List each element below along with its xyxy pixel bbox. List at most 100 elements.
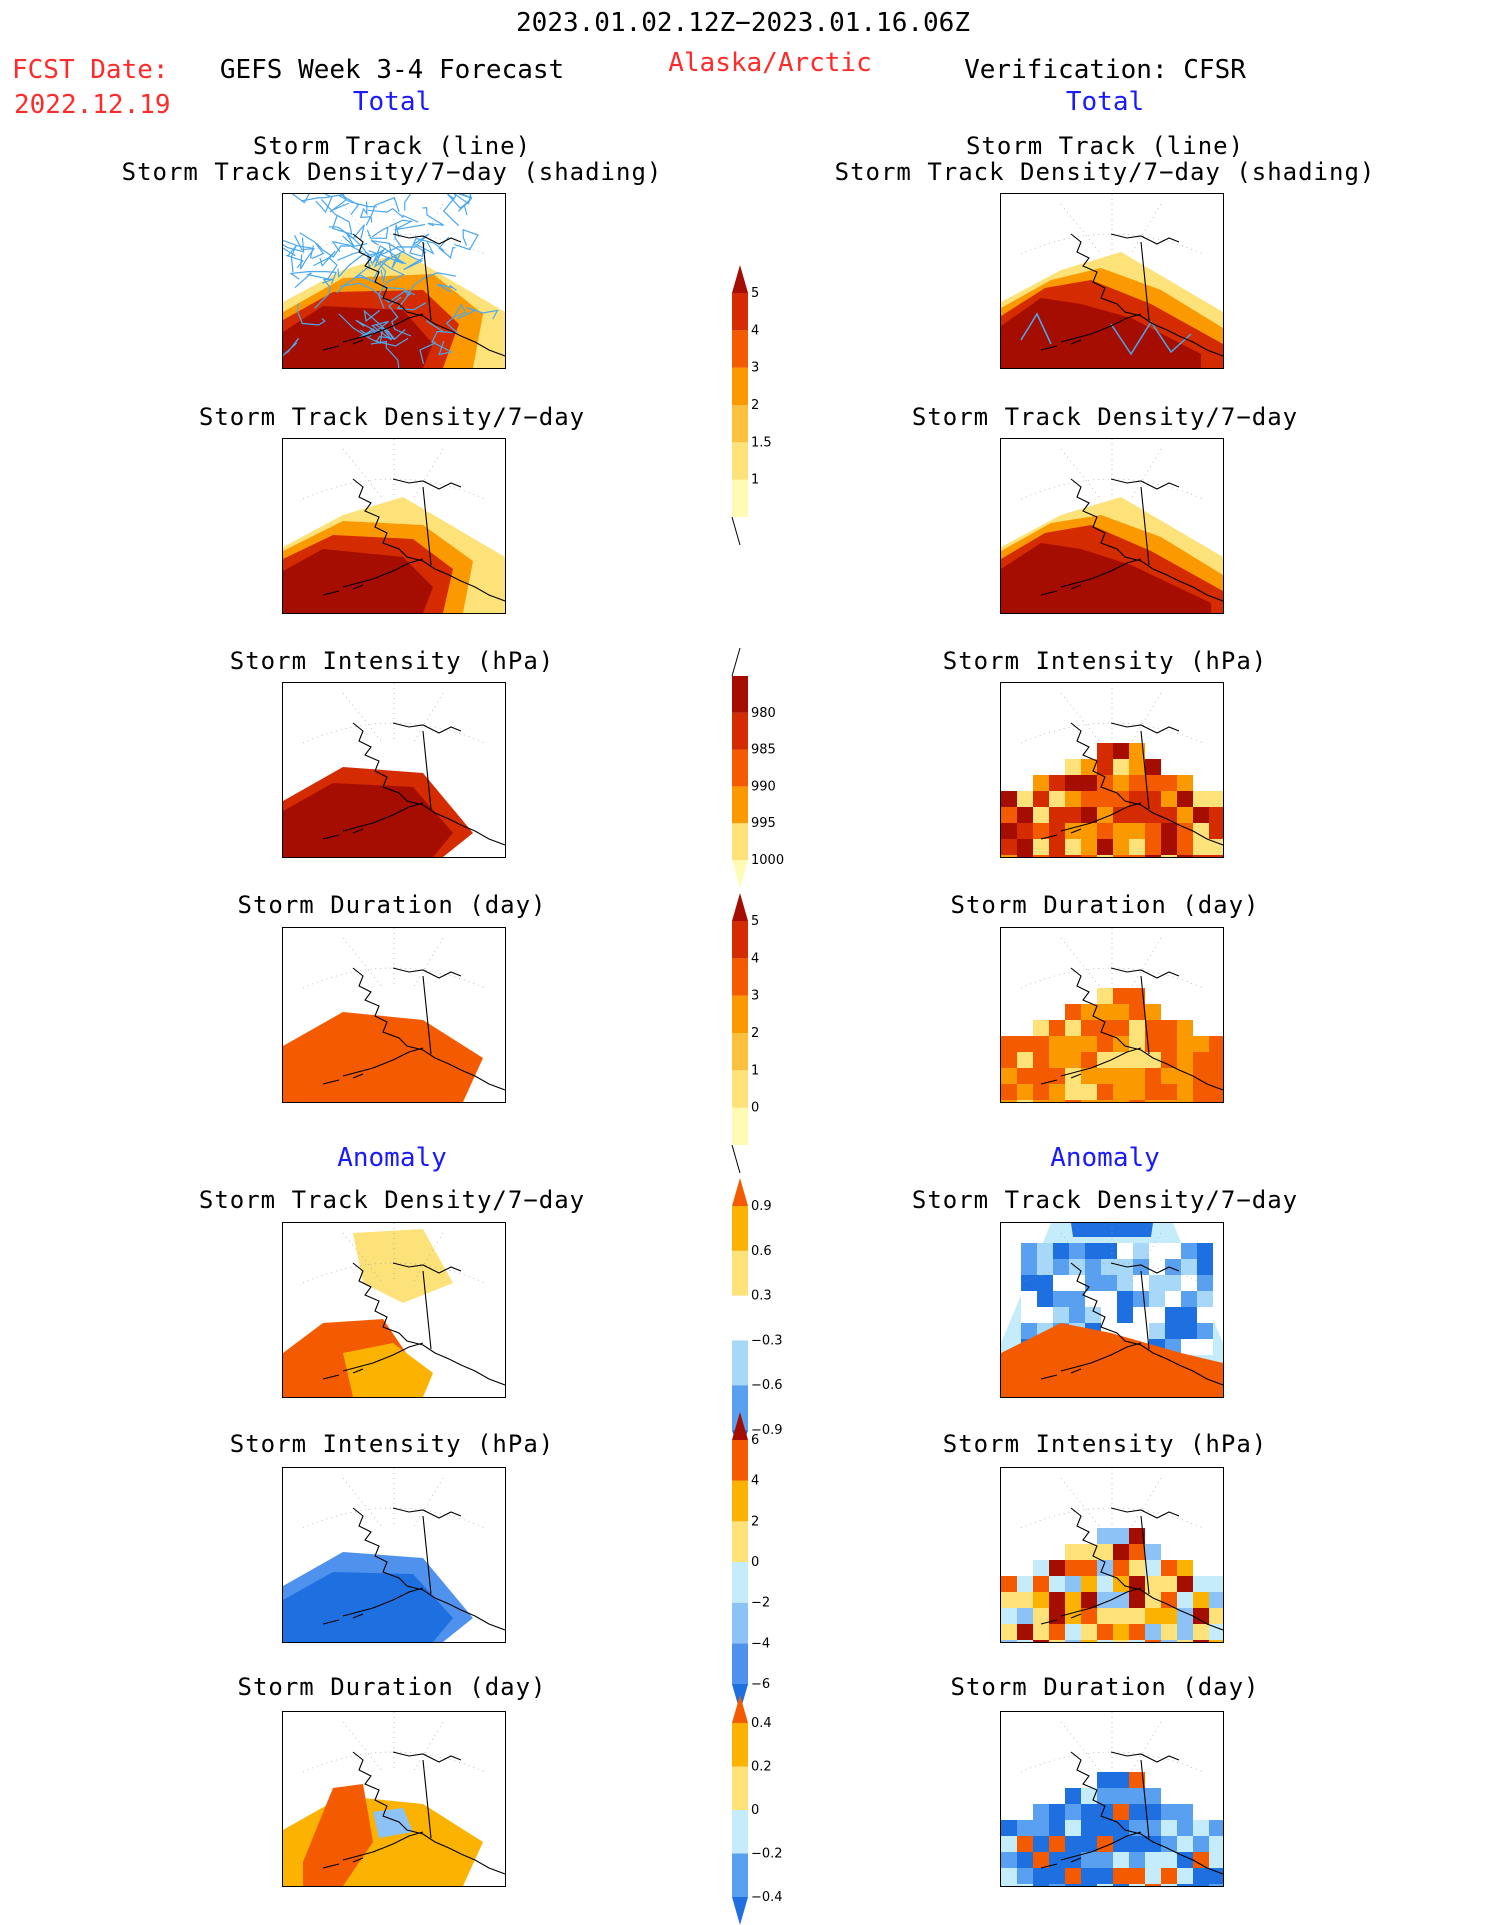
forecast-title: GEFS Week 3-4 Forecast	[219, 55, 565, 85]
colorbar-bin	[732, 823, 748, 860]
coastline	[1040, 478, 1223, 602]
colorbar-tick-label: −4	[751, 1636, 770, 1651]
fcst-date-label: FCST Date:	[12, 55, 169, 85]
colorbar-end-min	[732, 860, 748, 888]
colorbar-tick-label: 4	[751, 1474, 759, 1489]
colorbar-bin	[732, 749, 748, 787]
colorbar-tick-label: 2	[751, 1514, 759, 1529]
colorbar-tick-label: 0.9	[751, 1199, 772, 1214]
colorbar-end-max	[732, 1412, 748, 1440]
verification-title: Verification: CFSR	[964, 55, 1246, 85]
row2-title-right: Storm Track Density/7−day	[911, 403, 1299, 431]
colorbar-intensity-anomaly: −6 −4 −2 0 2 4 6	[720, 1412, 810, 1712]
map-density-forecast	[282, 438, 506, 614]
coastline	[322, 967, 505, 1091]
colorbar-tick-label: 0	[751, 1555, 759, 1570]
map-intensity-anomaly-forecast	[282, 1467, 506, 1643]
colorbar-tick-label: 0	[751, 1803, 759, 1818]
colorbar-tick-label: 0.4	[751, 1716, 772, 1731]
colorbar-bin	[732, 1766, 748, 1810]
colorbar-tick-label: 5	[751, 914, 759, 929]
colorbar-bin	[732, 1107, 748, 1145]
map-duration-verification	[1000, 927, 1224, 1103]
row1-subtitle-right: Storm Track Density/7−day (shading)	[834, 158, 1376, 186]
map-track-verification	[1000, 193, 1224, 369]
colorbar-bin	[732, 1070, 748, 1108]
colorbar-duration: 0 1 2 3 4 5	[720, 893, 810, 1174]
row1-title-left: Storm Track (line)	[252, 132, 532, 160]
colorbar-tick-label: 6	[751, 1433, 759, 1448]
colorbar-bin	[732, 786, 748, 824]
date-range-title: 2023.01.02.12Z−2023.01.16.06Z	[516, 8, 970, 38]
colorbar-tick-label: −2	[751, 1596, 770, 1611]
colorbar-tick-label: 990	[751, 779, 776, 794]
colorbar-tick-label: 4	[751, 323, 759, 338]
colorbar-tick-label: 995	[751, 816, 776, 831]
row6-title-left: Storm Intensity (hPa)	[229, 1430, 555, 1458]
colorbar-bin	[732, 958, 748, 996]
colorbar-tick-label: 2	[751, 398, 759, 413]
row7-title-left: Storm Duration (day)	[237, 1673, 547, 1701]
total-label-right: Total	[1065, 87, 1145, 117]
colorbar-tick-label: 5	[751, 286, 759, 301]
colorbar-bin	[732, 1723, 748, 1767]
row5-title-right: Storm Track Density/7−day	[911, 1186, 1299, 1214]
map-density-verification	[1000, 438, 1224, 614]
colorbar-bin	[732, 405, 748, 443]
coastline	[1040, 1751, 1223, 1875]
colorbar-tick-label: −6	[751, 1677, 770, 1692]
map-intensity-anomaly-verification	[1000, 1467, 1224, 1643]
colorbar-bin	[732, 1480, 748, 1522]
coastline	[1040, 722, 1223, 846]
row7-title-right: Storm Duration (day)	[950, 1673, 1260, 1701]
coastline	[322, 478, 505, 602]
colorbar-bin	[732, 1440, 748, 1481]
coastline	[322, 233, 505, 357]
colorbar-tick-label: 0	[751, 1101, 759, 1116]
row3-title-right: Storm Intensity (hPa)	[942, 647, 1268, 675]
colorbar-intensity: 1000 995 990 985 980	[720, 647, 810, 888]
colorbar-tick-label: 985	[751, 743, 776, 758]
colorbar-tick-label: 4	[751, 951, 759, 966]
colorbar-end-max	[732, 1178, 748, 1206]
colorbar-tick-label: 3	[751, 989, 759, 1004]
colorbar-density: 1 1.5 2 3 4 5	[720, 265, 810, 546]
colorbar-bin	[732, 1295, 748, 1341]
colorbar-density-anomaly: −0.9 −0.6 −0.3 0.3 0.6 0.9	[720, 1178, 810, 1458]
colorbar-bin	[732, 676, 748, 713]
row4-title-left: Storm Duration (day)	[237, 891, 547, 919]
row3-title-left: Storm Intensity (hPa)	[229, 647, 555, 675]
row5-title-left: Storm Track Density/7−day	[198, 1186, 586, 1214]
colorbar-bin	[732, 367, 748, 405]
map-track-forecast	[282, 193, 506, 369]
colorbar-bin	[732, 995, 748, 1033]
colorbar-bin	[732, 1853, 748, 1897]
coastline	[1040, 1262, 1223, 1386]
colorbar-end-max	[732, 893, 748, 921]
colorbar-tick-label: 1	[751, 473, 759, 488]
colorbar-tick-label: −0.3	[751, 1333, 783, 1348]
colorbar-duration-anomaly: −0.4 −0.2 0 0.2 0.4	[720, 1695, 810, 1925]
colorbar-bin	[732, 1562, 748, 1603]
colorbar-tick-label: −0.9	[751, 1423, 783, 1438]
colorbar-bin	[732, 1602, 748, 1644]
coastline	[1040, 1507, 1223, 1631]
coastline	[322, 1751, 505, 1875]
map-duration-forecast	[282, 927, 506, 1103]
colorbar-tick-label: 0.2	[751, 1760, 772, 1775]
map-duration-anomaly-verification	[1000, 1711, 1224, 1887]
map-density-anomaly-forecast	[282, 1222, 506, 1398]
region-title: Alaska/Arctic	[668, 48, 872, 78]
map-density-anomaly-verification	[1000, 1222, 1224, 1398]
colorbar-tick-label: 0.6	[751, 1244, 772, 1259]
row2-title-left: Storm Track Density/7−day	[198, 403, 586, 431]
coastline	[322, 1507, 505, 1631]
row4-title-right: Storm Duration (day)	[950, 891, 1260, 919]
colorbar-bin	[732, 1206, 748, 1251]
total-label-left: Total	[352, 87, 432, 117]
colorbar-tick-label: 2	[751, 1026, 759, 1041]
colorbar-tick-label: 3	[751, 361, 759, 376]
colorbar-tick-label: −0.4	[751, 1890, 783, 1905]
coastline	[1040, 967, 1223, 1091]
colorbar-bin	[732, 1521, 748, 1562]
